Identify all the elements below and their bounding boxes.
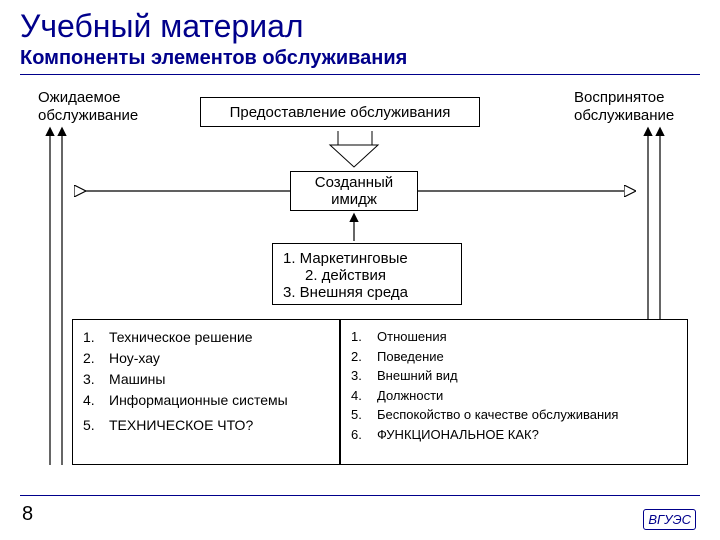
perceived-service-label: Воспринятое обслуживание: [574, 89, 674, 125]
logo-badge: ВГУЭС: [643, 509, 696, 530]
factors-line-2: 2. действия: [283, 267, 451, 284]
list-item: 3.Внешний вид: [351, 367, 677, 385]
provided-service-box: Предоставление обслуживания: [200, 97, 480, 127]
page-title: Учебный материал: [0, 0, 720, 45]
list-item: 4.Должности: [351, 387, 677, 405]
factors-line-1: 1. Маркетинговые: [283, 250, 451, 267]
list-item: 6.ФУНКЦИОНАЛЬНОЕ КАК?: [351, 426, 677, 444]
technical-list-box: 1.Техническое решение 2.Ноу-хау 3.Машины…: [72, 319, 340, 465]
list-item: 4.Информационные системы: [83, 391, 329, 410]
list-item: 1.Отношения: [351, 328, 677, 346]
factors-box: 1. Маркетинговые 2. действия 3. Внешняя …: [272, 243, 462, 305]
page-subtitle: Компоненты элементов обслуживания: [0, 45, 720, 74]
factors-line-3: 3. Внешняя среда: [283, 284, 451, 301]
list-item: 1.Техническое решение: [83, 328, 329, 347]
expected-service-label: Ожидаемое обслуживание: [38, 89, 138, 125]
footer-divider: [20, 495, 700, 496]
list-item: 2.Поведение: [351, 348, 677, 366]
list-item: 5. ТЕХНИЧЕСКОЕ ЧТО?: [83, 416, 329, 435]
functional-list-box: 1.Отношения 2.Поведение 3.Внешний вид 4.…: [340, 319, 688, 465]
created-image-box: Созданный имидж: [290, 171, 418, 211]
diagram-canvas: Ожидаемое обслуживание Воспринятое обслу…: [20, 75, 700, 475]
list-item: 5.Беспокойство о качестве обслуживания: [351, 406, 677, 424]
page-number: 8: [22, 503, 33, 526]
list-item: 3.Машины: [83, 370, 329, 389]
list-item: 2.Ноу-хау: [83, 349, 329, 368]
